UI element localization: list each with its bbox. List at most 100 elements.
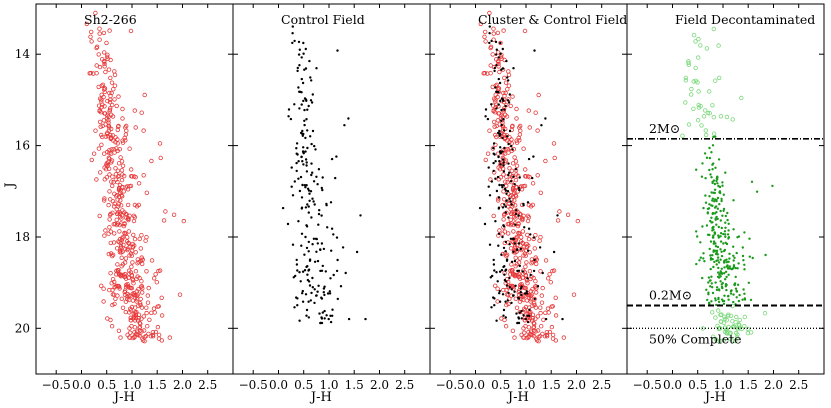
data-point [303, 184, 306, 187]
data-point [515, 209, 518, 212]
x-axis-label: J-H [309, 390, 332, 405]
data-point [538, 246, 542, 249]
data-point [520, 309, 523, 313]
data-point [181, 218, 186, 224]
data-point [97, 31, 102, 36]
data-point [725, 283, 728, 287]
data-point [492, 169, 495, 173]
series-1 [680, 26, 744, 138]
data-point [519, 247, 523, 251]
data-point [321, 311, 324, 314]
data-point [299, 131, 303, 135]
data-point [177, 292, 183, 297]
data-point [320, 296, 323, 299]
data-point [306, 187, 310, 190]
data-point [497, 228, 502, 233]
data-point [297, 86, 300, 89]
data-point [112, 97, 117, 102]
data-point [522, 28, 528, 34]
data-point [306, 129, 309, 132]
data-point [496, 50, 501, 55]
data-point [535, 173, 540, 178]
data-point [498, 150, 502, 153]
data-point [710, 103, 715, 108]
data-point [514, 106, 519, 112]
data-point [509, 200, 512, 203]
data-point [131, 243, 137, 248]
data-point [298, 271, 301, 274]
data-point [502, 118, 505, 121]
data-point [314, 148, 317, 151]
data-point [728, 265, 731, 268]
data-point [97, 119, 103, 125]
data-point [317, 284, 320, 287]
data-point [499, 41, 502, 45]
data-point [718, 289, 721, 292]
data-point [704, 194, 707, 197]
data-point [504, 292, 510, 297]
data-point [544, 330, 550, 335]
data-point [529, 273, 532, 277]
data-point [123, 125, 128, 130]
data-point [499, 113, 504, 118]
data-point [110, 292, 116, 297]
data-point [491, 37, 496, 42]
data-point [506, 76, 509, 79]
data-point [497, 207, 500, 210]
data-point [130, 244, 136, 250]
data-point [723, 272, 726, 275]
data-point [717, 261, 721, 264]
data-point [315, 250, 318, 253]
data-point [496, 280, 499, 283]
data-point [513, 259, 517, 263]
data-point [488, 45, 493, 51]
data-point [102, 58, 107, 64]
data-point [715, 288, 719, 292]
data-point [686, 59, 691, 64]
data-point [517, 299, 523, 304]
data-point [522, 308, 528, 313]
data-point [501, 28, 506, 33]
data-point [723, 294, 726, 297]
data-point [711, 254, 714, 257]
data-point [561, 317, 564, 321]
x-tick-label: 0.5 [688, 378, 707, 392]
data-point [502, 211, 507, 217]
data-point [303, 123, 306, 127]
data-point [514, 305, 520, 310]
data-point [496, 198, 501, 203]
data-point [106, 155, 111, 161]
data-point [521, 326, 526, 331]
data-point [693, 78, 699, 83]
data-point [511, 229, 516, 234]
data-point [538, 234, 543, 240]
data-point [320, 321, 324, 325]
data-point [496, 131, 500, 135]
data-point [107, 28, 112, 33]
data-point [117, 210, 122, 215]
data-point [711, 114, 716, 120]
ref-line-label: 2M⊙ [649, 121, 680, 136]
data-point [732, 293, 735, 296]
data-point [114, 192, 120, 198]
data-point [701, 225, 704, 228]
data-point [313, 144, 316, 148]
data-point [504, 300, 507, 303]
data-point [323, 293, 326, 297]
data-point [300, 196, 304, 199]
data-point [116, 94, 121, 99]
data-point [762, 311, 768, 316]
data-point [721, 181, 724, 184]
x-tick-label: −0.5 [42, 378, 71, 392]
data-point [513, 203, 518, 208]
data-point [108, 75, 113, 81]
data-point [497, 69, 502, 75]
data-point [123, 299, 129, 304]
data-point [525, 290, 528, 293]
data-point [108, 151, 114, 156]
data-point [111, 231, 117, 236]
data-point [508, 206, 513, 212]
data-point [103, 122, 108, 127]
data-point [478, 21, 483, 27]
data-point [719, 280, 722, 283]
